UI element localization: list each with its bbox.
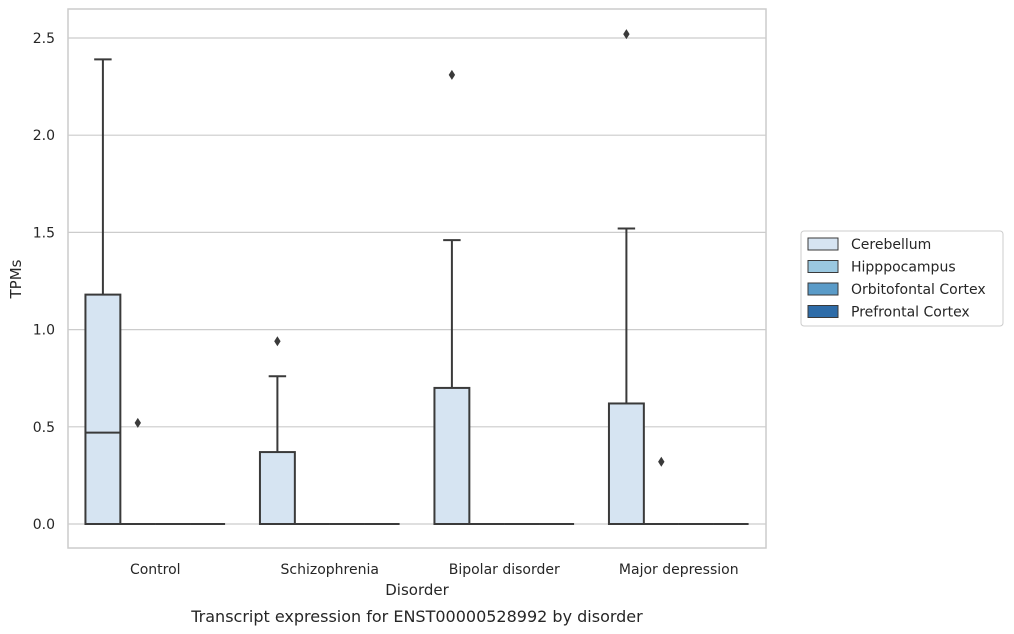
box-0-0 <box>84 58 122 525</box>
gridlines <box>68 37 766 525</box>
box-3-0 <box>607 29 645 525</box>
legend-frame <box>800 230 1004 327</box>
outlier-point <box>623 29 630 40</box>
chart-caption: Transcript expression for ENST0000052899… <box>190 607 643 626</box>
outlier-point <box>448 69 456 80</box>
box-3-1 <box>643 456 679 525</box>
legend-label: Hipppocampus <box>851 260 956 276</box>
box-body <box>84 293 122 525</box>
box-body <box>433 386 471 526</box>
x-tick-label: Control <box>130 562 181 578</box>
legend-swatch <box>807 237 839 251</box>
x-axis-ticks: Control Schizophrenia Bipolar disorder Majo… <box>130 562 739 578</box>
boxes <box>84 29 749 526</box>
legend-swatch <box>807 305 839 318</box>
box-1-0 <box>258 336 296 525</box>
x-tick-label: Major depression <box>619 562 739 578</box>
x-tick-label: Schizophrenia <box>281 562 379 578</box>
legend-swatch <box>807 282 839 296</box>
legend-label: Prefrontal Cortex <box>851 305 970 321</box>
y-tick-label: 1.5 <box>33 225 55 241</box>
outlier-point <box>134 417 141 428</box>
box-body <box>607 402 645 525</box>
box-body <box>258 451 296 525</box>
y-axis-title: TPMs <box>7 259 25 299</box>
legend-swatch <box>807 260 839 273</box>
y-tick-label: 1.0 <box>33 323 55 339</box>
box-2-0 <box>433 69 471 526</box>
x-axis-title: Disorder <box>385 581 449 599</box>
y-tick-label: 0.0 <box>33 517 55 533</box>
x-tick-label: Bipolar disorder <box>449 562 560 578</box>
legend-label: Cerebellum <box>851 237 931 253</box>
legend-label: Orbitofontal Cortex <box>851 282 986 298</box>
outlier-point <box>274 336 281 347</box>
outlier-point <box>658 456 665 467</box>
legend: Cerebellum Hipppocampus Orbitofontal Corte… <box>800 230 1004 327</box>
y-tick-label: 2.0 <box>33 128 55 144</box>
y-tick-label: 0.5 <box>33 420 55 436</box>
y-tick-label: 2.5 <box>33 31 55 47</box>
y-axis-ticks: 0.0 0.5 1.0 1.5 2.0 2.5 <box>33 31 55 533</box>
plot-frame <box>67 8 767 549</box>
box-0-1 <box>120 417 156 525</box>
